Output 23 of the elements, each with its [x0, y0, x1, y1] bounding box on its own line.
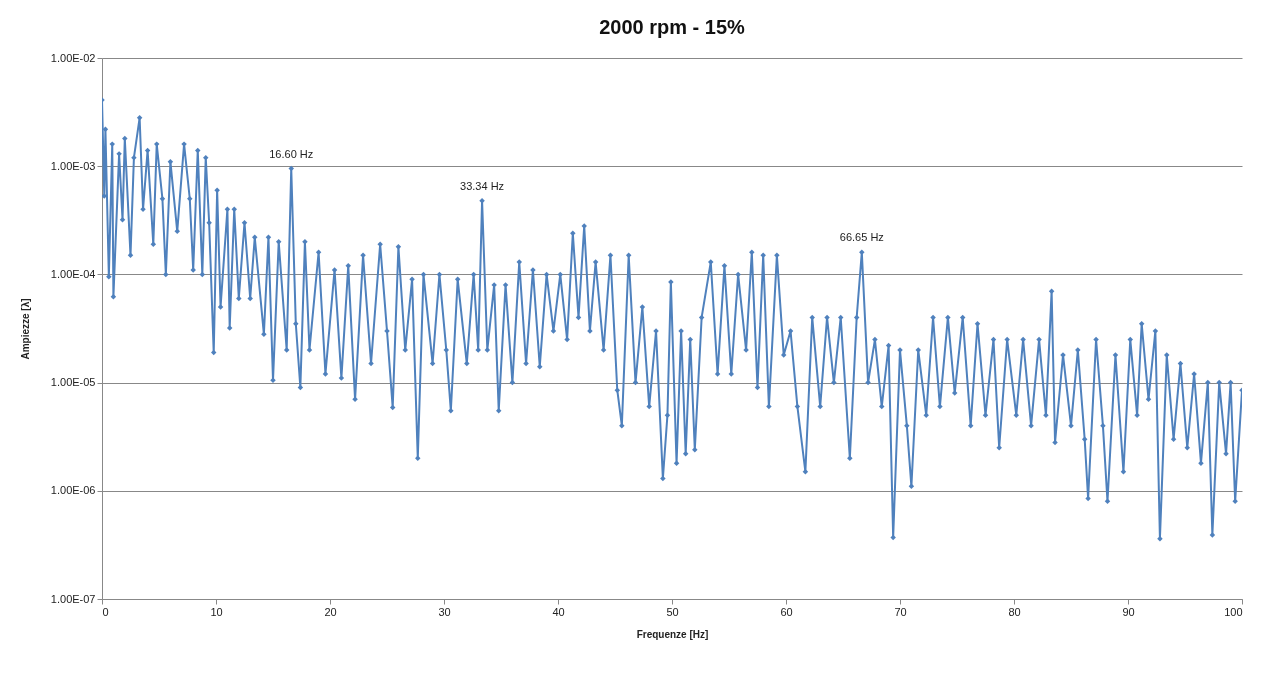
y-tick-label: 1.00E-05	[50, 376, 96, 389]
x-tick-label: 90	[1122, 605, 1135, 618]
annotation: 33.34 Hz	[460, 179, 505, 192]
x-tick-label: 50	[666, 605, 679, 618]
y-tick-label: 1.00E-06	[50, 484, 96, 497]
x-tick-label: 10	[210, 605, 223, 618]
x-tick-label: 0	[102, 605, 109, 618]
x-tick-label: 100	[1224, 605, 1243, 618]
x-tick-label: 70	[894, 605, 907, 618]
y-tick-label: 1.00E-03	[50, 159, 96, 172]
x-tick-label: 30	[438, 605, 451, 618]
x-tick-label: 60	[780, 605, 793, 618]
x-tick-label: 20	[324, 605, 337, 618]
x-tick-label: 80	[1008, 605, 1021, 618]
x-axis-title: Frequenze [Hz]	[636, 628, 709, 640]
y-tick-label: 1.00E-07	[50, 592, 96, 605]
y-axis-title: Ampiezze [λ]	[19, 298, 31, 360]
y-tick-label: 1.00E-02	[50, 51, 96, 64]
annotation: 66.65 Hz	[839, 231, 884, 244]
annotation: 16.60 Hz	[269, 147, 314, 160]
x-tick-label: 40	[552, 605, 565, 618]
y-tick-label: 1.00E-04	[50, 267, 96, 280]
chart-title: 2000 rpm - 15%	[599, 16, 746, 38]
